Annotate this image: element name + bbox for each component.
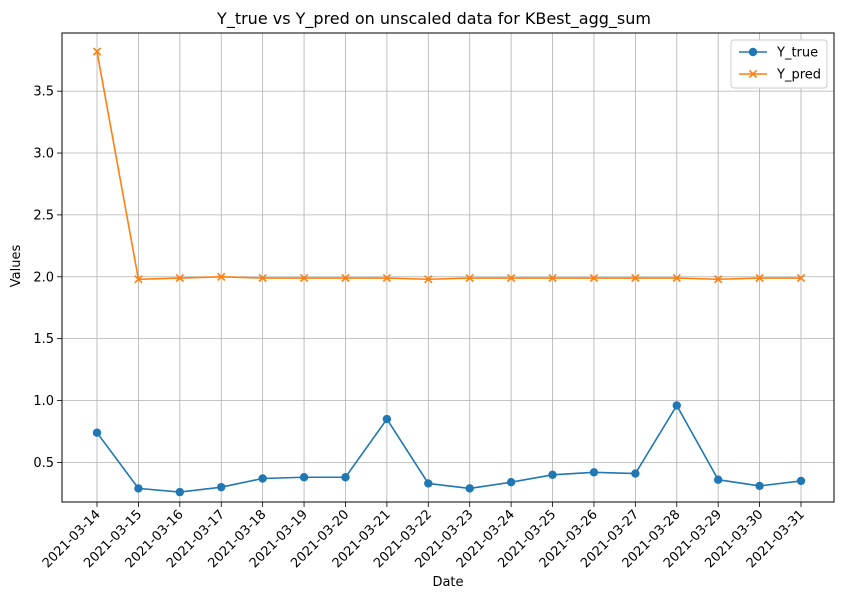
data-point <box>465 484 474 493</box>
data-point <box>714 275 723 284</box>
legend-marker <box>748 47 758 57</box>
data-point <box>134 275 143 284</box>
data-point <box>631 469 640 478</box>
data-point <box>796 476 806 486</box>
data-point <box>175 487 185 497</box>
marker-stroke <box>465 273 474 283</box>
marker-stroke <box>506 273 516 283</box>
data-point <box>92 47 102 56</box>
data-point <box>424 479 433 488</box>
y-tick-label: 1.0 <box>33 394 54 409</box>
series-line-y-true <box>96 403 802 493</box>
data-point <box>755 481 764 491</box>
data-point <box>465 273 474 283</box>
marker-stroke <box>175 273 184 283</box>
marker-stroke <box>424 275 433 284</box>
data-point <box>341 273 350 283</box>
data-point <box>382 414 392 424</box>
data-point <box>424 275 433 284</box>
y-tick-label: 0.5 <box>33 456 54 471</box>
y-axis-label: Values <box>9 245 24 288</box>
data-point <box>713 475 723 484</box>
y-tick-label: 3.0 <box>33 147 54 162</box>
marker-stroke <box>672 273 681 283</box>
axis-ticks: 2021-03-142021-03-152021-03-162021-03-17… <box>33 85 808 572</box>
y-tick-label: 2.0 <box>33 270 54 285</box>
data-point <box>589 468 599 477</box>
data-point <box>506 273 516 283</box>
data-point <box>589 273 599 283</box>
legend-label: Y_pred <box>776 68 821 83</box>
data-point <box>548 470 557 479</box>
data-point <box>341 473 350 482</box>
marker-stroke <box>714 275 723 284</box>
series-line-y-pred <box>96 51 801 281</box>
marker-stroke <box>796 273 806 283</box>
marker-stroke <box>341 273 350 283</box>
marker-stroke <box>382 273 392 283</box>
y-tick-label: 3.5 <box>33 85 54 100</box>
marker-stroke <box>258 273 267 283</box>
data-point <box>217 272 226 281</box>
data-point <box>299 473 309 482</box>
data-point <box>134 484 143 493</box>
chart-title: Y_true vs Y_pred on unscaled data for KB… <box>216 9 651 29</box>
legend-marker <box>748 69 758 79</box>
data-point <box>672 273 681 283</box>
data-point <box>506 478 516 487</box>
marker-stroke <box>92 47 102 56</box>
data-point <box>755 273 764 283</box>
x-axis-label: Date <box>432 575 463 590</box>
marker-stroke <box>217 272 226 281</box>
marker-stroke <box>589 273 599 283</box>
data-point <box>258 273 267 283</box>
marker-stroke <box>134 275 143 284</box>
data-point <box>175 273 184 283</box>
marker-stroke <box>755 273 764 283</box>
plot-area <box>61 32 835 503</box>
data-point <box>258 474 267 483</box>
grid <box>62 33 834 502</box>
legend: Y_true Y_pred <box>730 39 828 89</box>
data-point <box>299 273 309 283</box>
data-point <box>548 273 557 283</box>
marker-stroke <box>548 273 557 283</box>
marker-stroke <box>299 273 309 283</box>
y-tick-label: 1.5 <box>33 332 54 347</box>
data-point <box>382 273 392 283</box>
legend-label: Y_true <box>776 46 818 61</box>
data-point <box>631 273 640 283</box>
y-tick-label: 2.5 <box>33 208 54 223</box>
series-layer <box>92 47 806 497</box>
data-point <box>217 482 226 492</box>
data-point <box>92 428 102 437</box>
data-point <box>672 401 681 410</box>
data-point <box>796 273 806 283</box>
marker-stroke <box>631 273 640 283</box>
